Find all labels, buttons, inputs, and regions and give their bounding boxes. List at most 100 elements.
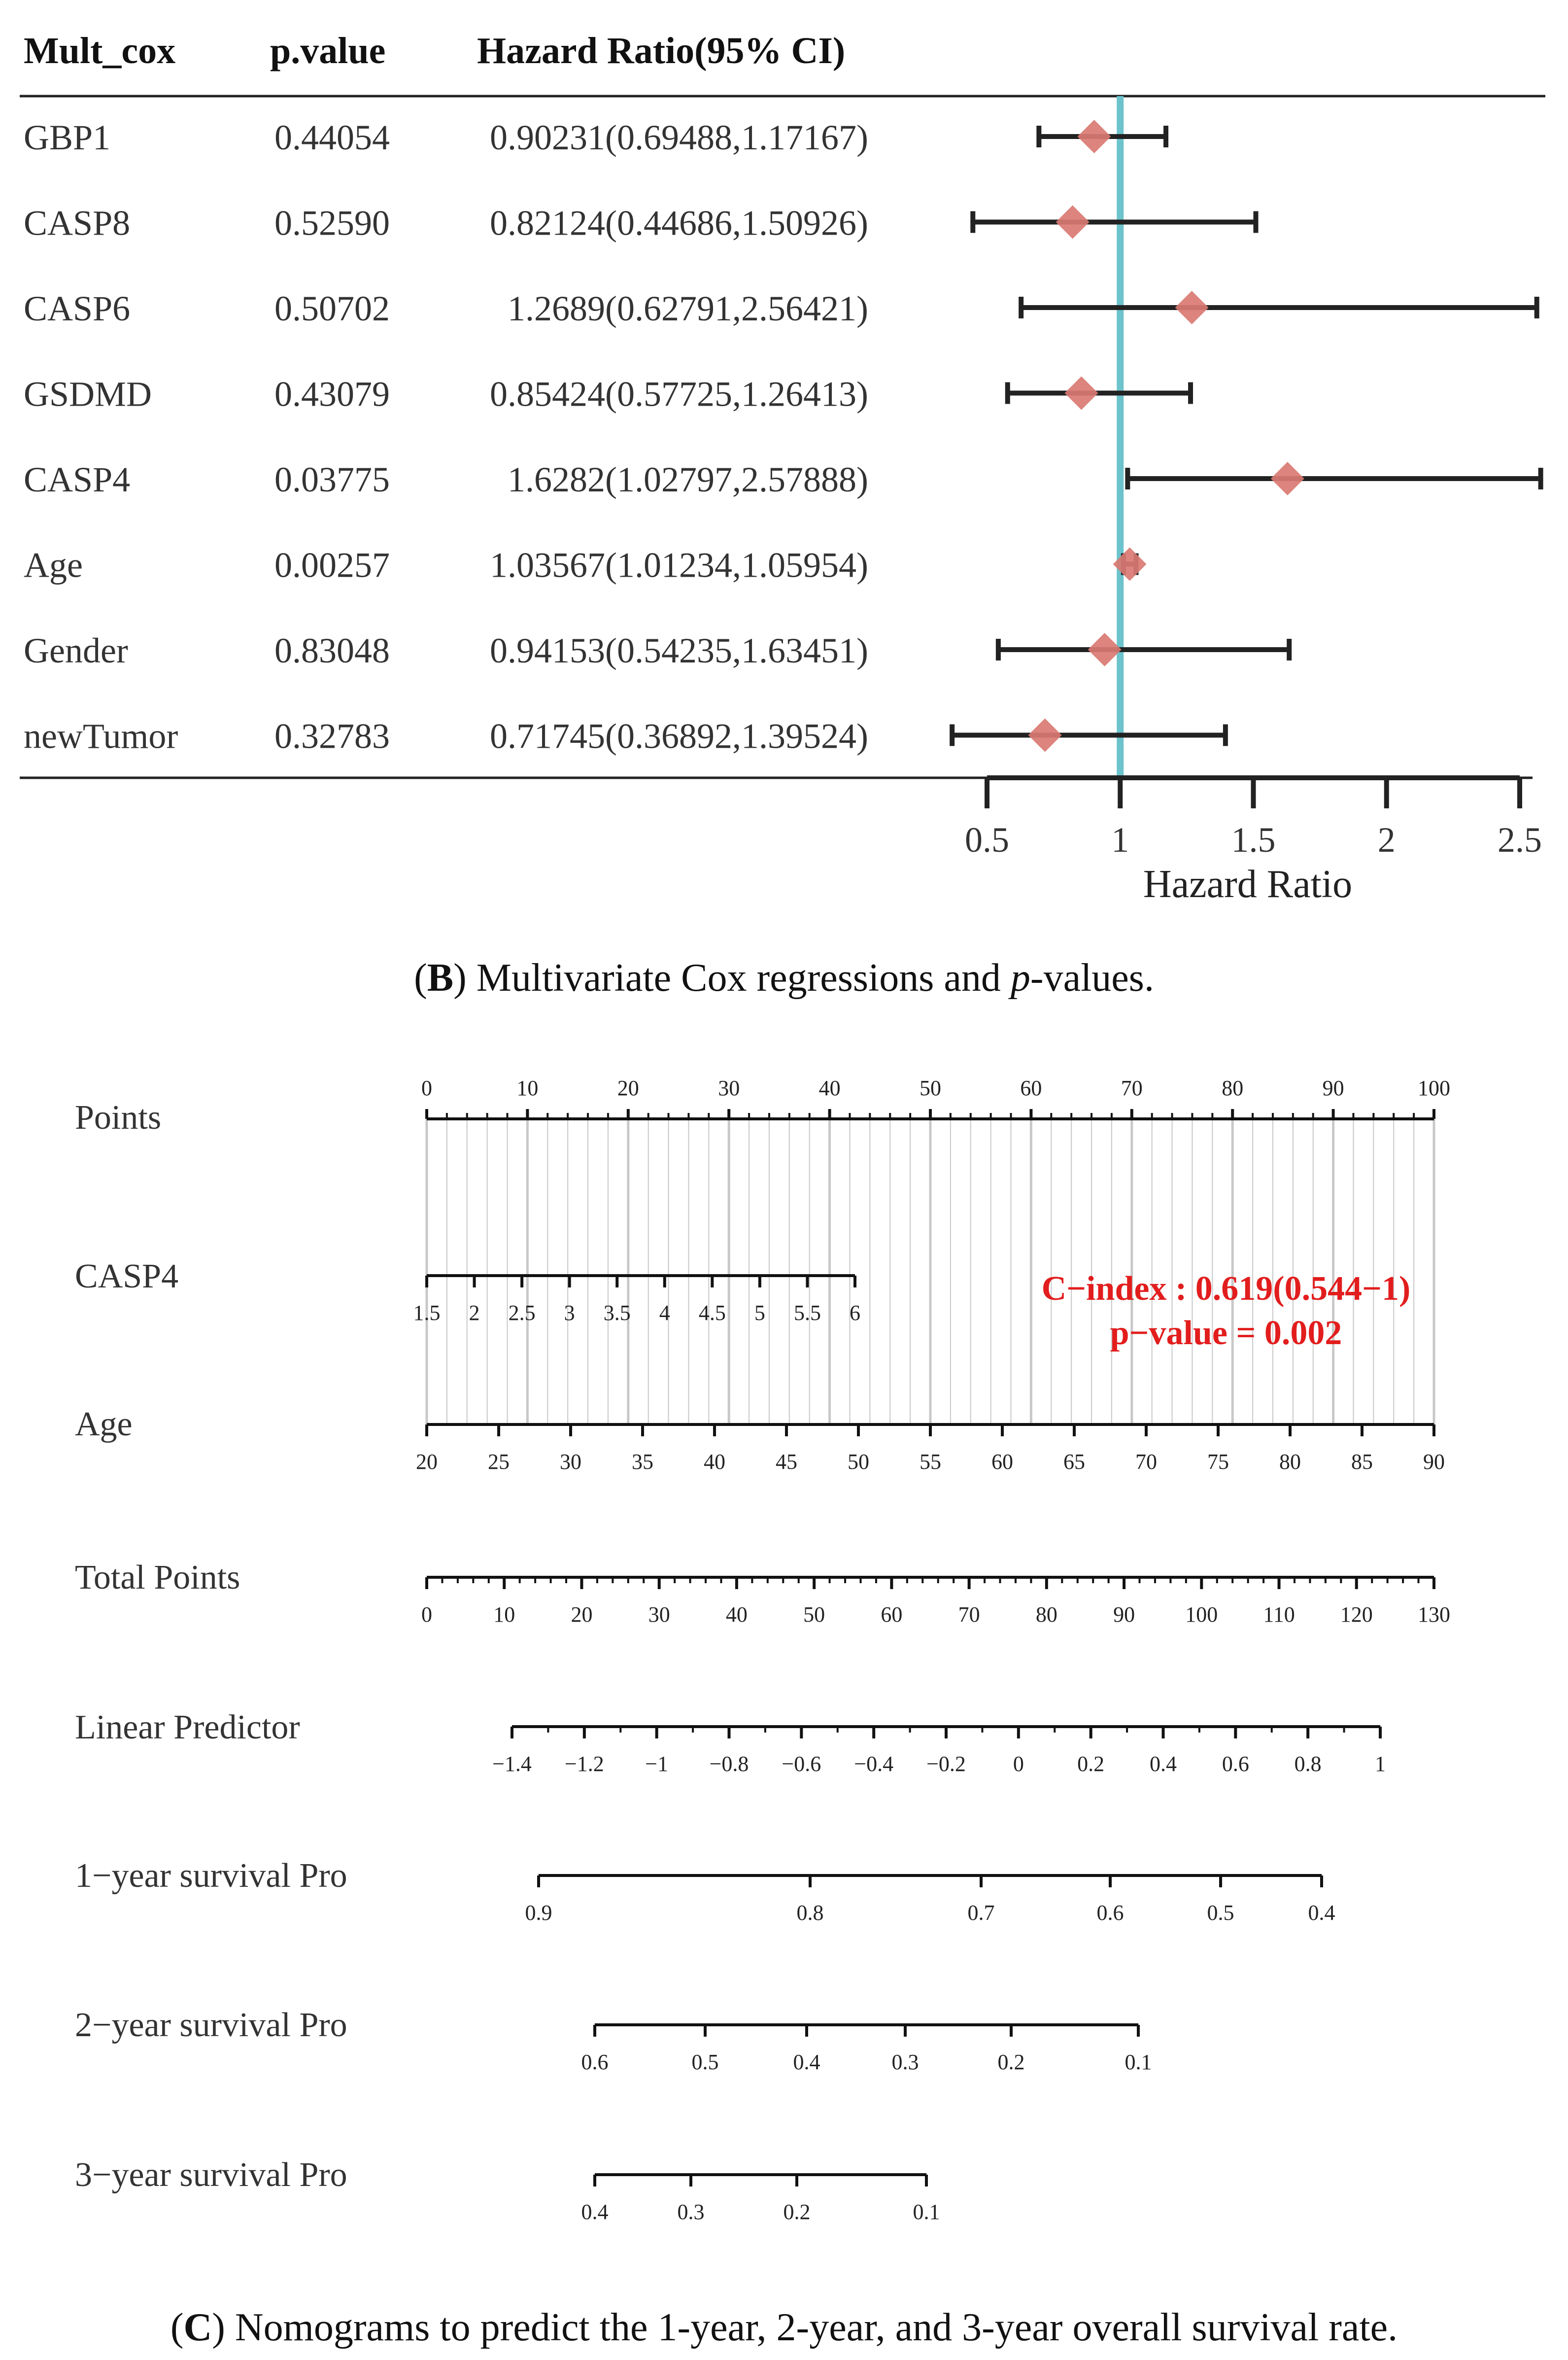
x-tick-label: 2.5 [1498,820,1542,860]
nomogram-tick-label: 80 [1222,1076,1243,1100]
nomogram-tick-label: 5 [754,1301,765,1325]
x-tick-label: 1 [1111,820,1129,860]
hr-marker [1113,547,1147,581]
col-header-p: p.value [270,30,385,71]
row-p-value: 0.32783 [274,717,390,756]
caption-c-text: Nomograms to predict the 1-year, 2-year,… [225,2306,1398,2349]
caption-b-text1: Multivariate Cox regressions and [467,956,1011,1000]
nomogram-tick-label: 0.5 [692,2050,719,2074]
nomogram-tick-label: 3 [564,1301,575,1325]
hr-marker [1088,633,1122,666]
nomogram-tick-label: 120 [1340,1602,1373,1627]
nomogram-tick-label: 5.5 [794,1301,821,1325]
nomogram-tick-label: −0.6 [782,1752,821,1776]
nomogram-row-label: Total Points [75,1559,240,1596]
nomogram-tick-label: 2.5 [509,1301,536,1325]
nomogram-tick-label: 0.3 [678,2200,705,2224]
forest-rows: GBP1 0.44054 0.90231(0.69488,1.17167) CASP8… [24,96,1543,778]
nomogram-tick-label: 20 [617,1076,639,1100]
nomogram-tick-label: 85 [1351,1450,1373,1474]
nomogram-tick-label: 20 [416,1450,438,1474]
nomogram-tick-label: 30 [648,1602,670,1627]
row-hr-ci: 1.2689(0.62791,2.56421) [508,289,868,328]
nomogram-tick-label: 75 [1207,1450,1229,1474]
hr-marker [1175,291,1209,324]
hr-marker [1028,718,1062,752]
nomogram-tick-label: 90 [1323,1076,1344,1100]
caption-c: (C) Nomograms to predict the 1-year, 2-y… [170,2306,1398,2349]
nomogram-tick-label: 0.2 [998,2050,1025,2074]
hr-marker [1270,462,1304,495]
caption-b: (B) Multivariate Cox regressions and p-v… [414,956,1154,1000]
nomogram-row-label: Age [75,1405,133,1443]
row-name: CASP6 [24,289,130,328]
nomogram-tick-label: 90 [1113,1602,1135,1627]
nomogram-tick-label: 0.2 [1077,1752,1104,1776]
nomogram-tick-label: 0.7 [968,1901,995,1925]
nomogram-tick-label: −0.8 [710,1752,749,1776]
nomogram-tick-label: 45 [776,1450,797,1474]
nomogram-tick-label: 60 [881,1602,902,1627]
row-hr-ci: 0.71745(0.36892,1.39524) [490,717,868,756]
x-tick-label: 2 [1378,820,1396,860]
nomogram-row-label: 2−year survival Pro [75,2006,347,2044]
nomogram-tick-label: 100 [1185,1602,1218,1627]
nomogram-tick-label: 0.4 [1150,1752,1177,1776]
row-p-value: 0.44054 [274,118,390,157]
nomogram-tick-label: −0.4 [854,1752,893,1776]
nomogram-tick-label: 0.6 [1222,1752,1249,1776]
nomogram-row-label: Linear Predictor [75,1708,300,1746]
forest-plot: Mult_cox p.value Hazard Ratio(95% CI) GB… [20,30,1545,906]
nomogram-tick-label: 80 [1036,1602,1057,1627]
nomogram-tick-label: 50 [920,1076,941,1100]
nomogram-tick-label: 3.5 [604,1301,631,1325]
nomogram-tick-label: 0.8 [797,1901,824,1925]
nomogram-tick-label: 0.4 [1308,1901,1335,1925]
row-name: GSDMD [24,375,152,414]
nomogram-tick-label: 70 [1121,1076,1143,1100]
nomogram-tick-label: −1 [645,1752,668,1776]
nomogram-tick-label: 0.6 [581,2050,609,2074]
nomogram-tick-label: 65 [1063,1450,1085,1474]
nomogram-tick-label: 10 [516,1076,538,1100]
nomogram-tick-label: 2 [469,1301,480,1325]
nomogram-tick-label: 0.1 [913,2200,940,2224]
nomogram-tick-label: 60 [991,1450,1013,1474]
nomogram-row-label: Points [75,1099,161,1137]
nomogram-tick-label: 35 [632,1450,653,1474]
nomogram-tick-label: 6 [850,1301,860,1325]
row-name: GBP1 [24,118,110,157]
hr-marker [1077,120,1111,153]
caption-c-letter: C [183,2306,212,2349]
nomogram-tick-label: 70 [958,1602,980,1627]
row-hr-ci: 0.85424(0.57725,1.26413) [490,375,868,414]
row-p-value: 0.83048 [274,631,390,670]
row-hr-ci: 0.94153(0.54235,1.63451) [490,631,868,670]
row-hr-ci: 1.03567(1.01234,1.05954) [490,546,868,585]
nomogram-tick-label: 40 [704,1450,725,1474]
nomogram-tick-label: 50 [848,1450,869,1474]
nomogram-tick-label: 80 [1279,1450,1301,1474]
nomogram-tick-label: 30 [718,1076,740,1100]
nomogram-tick-label: 0.1 [1125,2050,1152,2074]
nomogram-tick-label: 0 [421,1602,432,1627]
nomogram-tick-label: −0.2 [926,1752,966,1776]
caption-b-italic: p [1008,956,1030,1000]
nomogram-grid [425,1119,1435,1424]
nomogram-tick-label: −1.2 [565,1752,604,1776]
nomogram-tick-label: 130 [1418,1602,1450,1627]
row-p-value: 0.43079 [274,375,390,414]
nomogram-tick-label: 4.5 [699,1301,726,1325]
nomogram-tick-label: 0 [1013,1752,1024,1776]
nomogram-row-label: 1−year survival Pro [75,1857,347,1895]
x-tick-label: 1.5 [1231,820,1276,860]
nomogram-tick-label: 30 [560,1450,581,1474]
caption-b-text2: -values. [1030,956,1154,1000]
nomogram-tick-label: −1.4 [492,1752,532,1776]
forest-xlabel: Hazard Ratio [1143,863,1352,906]
row-p-value: 0.52590 [274,204,390,243]
nomogram-tick-label: 0.9 [525,1901,552,1925]
row-hr-ci: 1.6282(1.02797,2.57888) [508,460,868,499]
nomogram-tick-label: 1.5 [413,1301,441,1325]
